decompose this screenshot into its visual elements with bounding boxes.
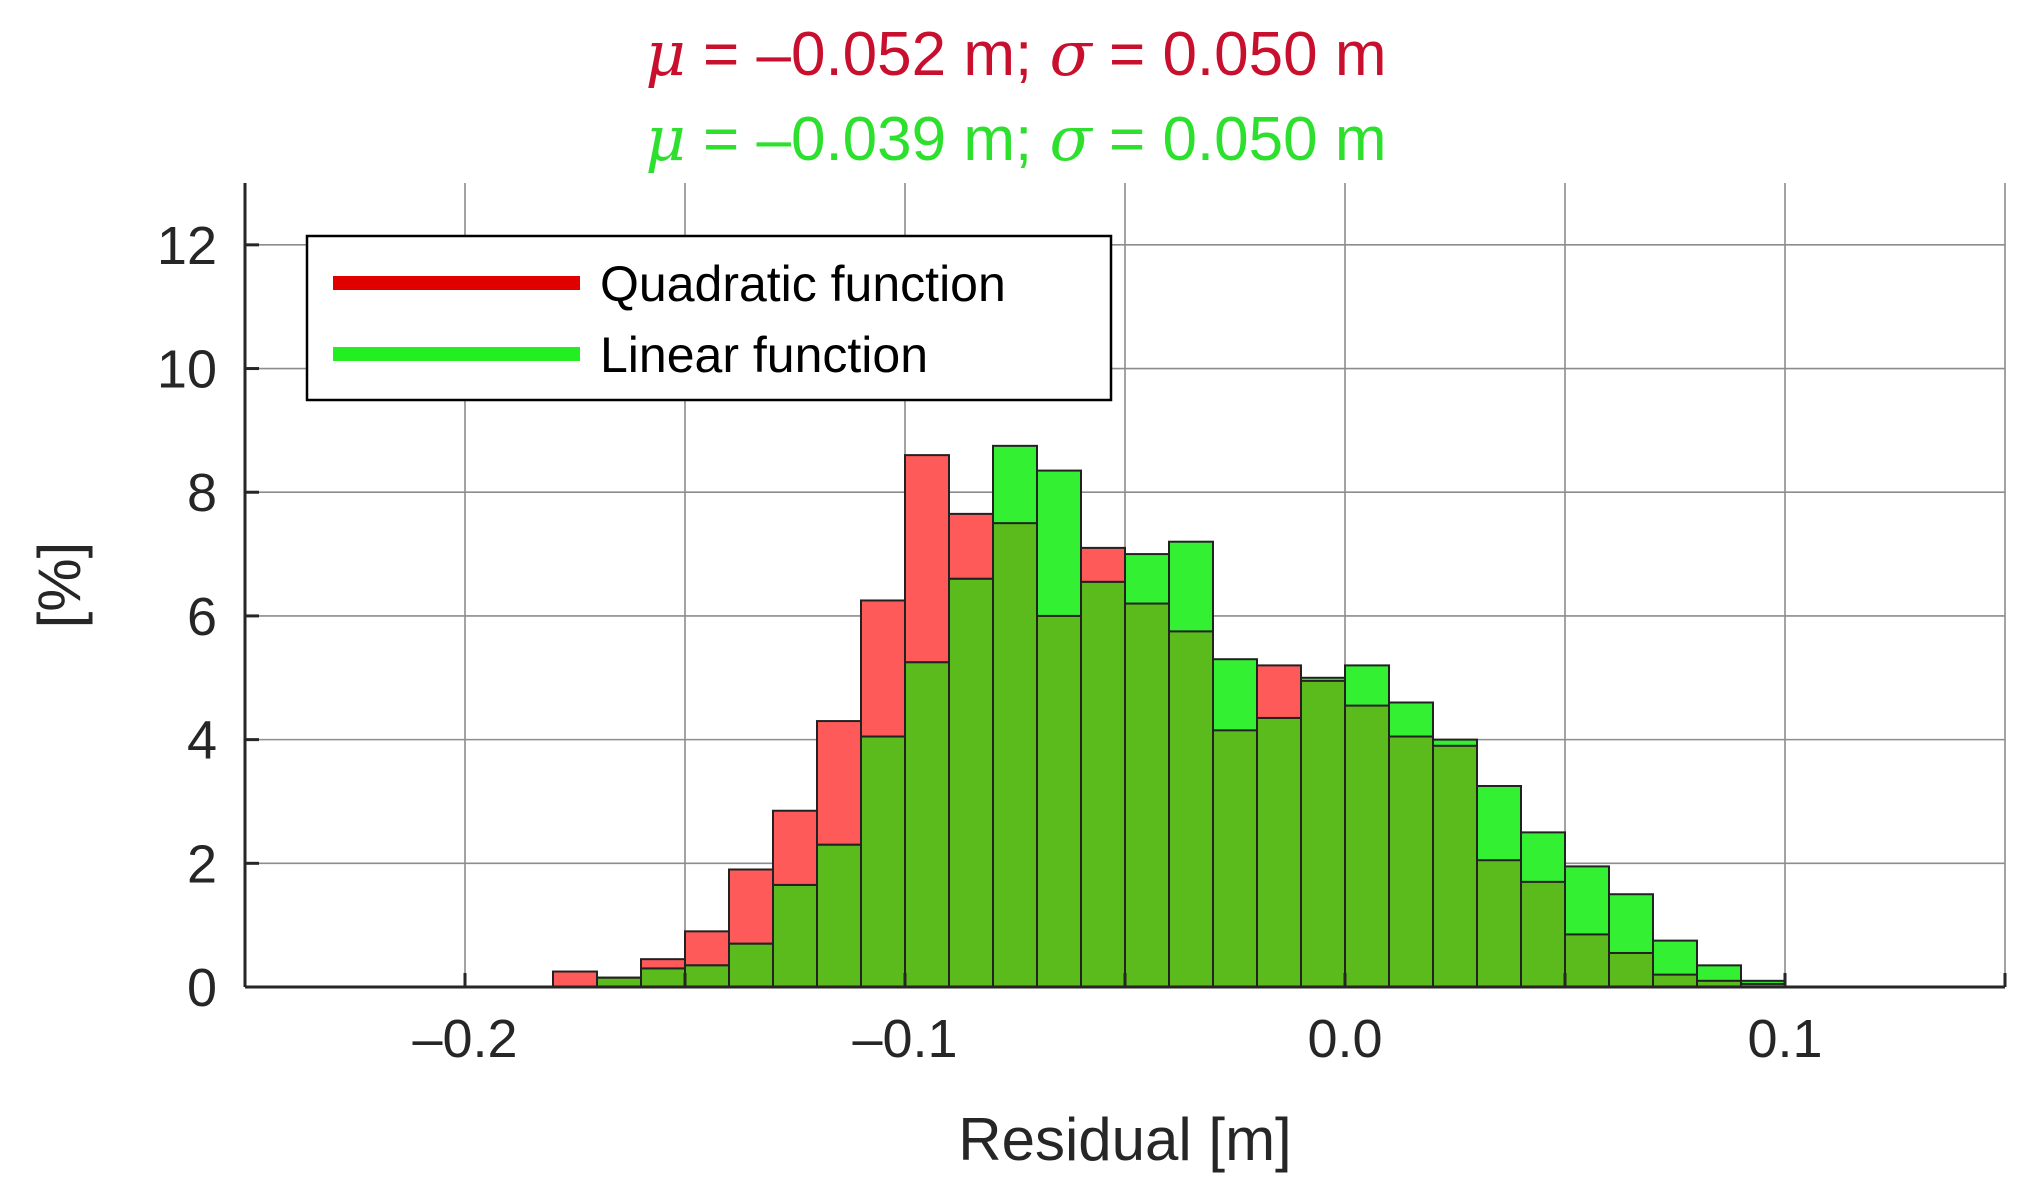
y-tick-label: 10 [157,340,217,400]
bar-overlap [860,735,906,988]
bar-overlap [1212,729,1258,988]
bar-overlap [728,942,774,989]
y-tick-label: 6 [187,587,217,647]
bar-overlap [684,964,730,988]
bar-overlap [1388,735,1434,988]
bar-overlap [640,967,686,989]
title-mu-value: = –0.052 m; [686,20,1050,89]
axes [243,183,2007,989]
title-mu-value: = –0.039 m; [686,105,1050,174]
bar-overlap [1608,951,1654,989]
bar-overlap [1432,744,1478,988]
y-axis-label: [%] [26,542,93,629]
title-sigma-symbol: σ [1049,102,1093,175]
legend-label-linear: Linear function [600,327,928,383]
title-mu-symbol: μ [646,102,686,175]
y-tick-label: 4 [187,711,217,771]
bar-overlap [1564,933,1610,989]
bar-overlap [1344,704,1390,988]
bar-overlap [1256,716,1302,988]
y-tick-label: 12 [157,216,217,276]
y-tick-label: 2 [187,834,217,894]
bar-overlap [816,843,862,988]
y-tick-label: 0 [187,958,217,1018]
bar-overlap [1476,859,1522,989]
bar-overlap [948,577,994,988]
x-tick-label: –0.2 [412,1009,517,1069]
bar-overlap [1652,973,1698,989]
title-line-linear: μ = –0.039 m; σ = 0.050 m [646,102,1387,175]
bar-overlap [1168,630,1214,989]
series-overlap-bars [596,522,1786,989]
legend: Quadratic function Linear function [305,234,1113,402]
bar-overlap [772,883,818,989]
title-sigma-value: = 0.050 m [1092,105,1387,174]
bar-overlap [1036,614,1082,989]
bar-overlap [904,661,950,988]
title-mu-symbol: μ [646,17,686,90]
x-axis-label: Residual [m] [958,1106,1291,1173]
tick-labels: –0.2 –0.1 0.0 0.1 0 2 4 6 8 10 12 [157,216,1823,1069]
bar-overlap [1080,580,1126,989]
legend-box [305,234,1113,402]
bar-quadratic [552,970,598,988]
x-tick-label: –0.1 [852,1009,957,1069]
title-sigma-symbol: σ [1049,17,1093,90]
x-tick-label: 0.0 [1307,1009,1382,1069]
title-line-quadratic: μ = –0.052 m; σ = 0.050 m [646,17,1387,90]
bar-overlap [1124,602,1170,988]
x-tick-label: 0.1 [1747,1009,1822,1069]
bar-overlap [1520,880,1566,988]
title-sigma-value: = 0.050 m [1092,20,1387,89]
bar-overlap [992,522,1038,989]
legend-label-quadratic: Quadratic function [600,256,1006,312]
bar-overlap [1300,679,1346,988]
y-tick-label: 8 [187,463,217,523]
